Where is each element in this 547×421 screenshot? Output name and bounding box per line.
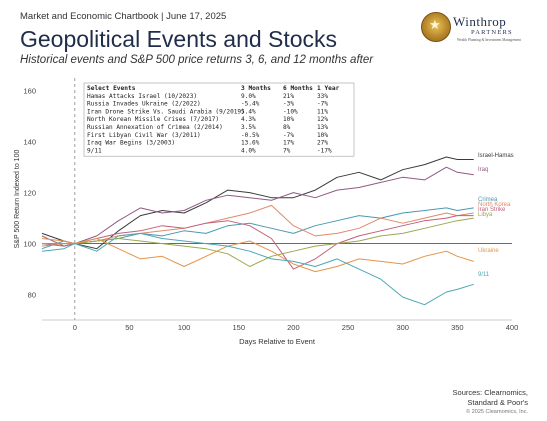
series-line-libya: [42, 217, 474, 267]
table-return-value: 13%: [317, 124, 328, 131]
chartbook-header: Market and Economic Chartbook | June 17,…: [20, 11, 227, 22]
page-subtitle: Historical events and S&P 500 price retu…: [20, 54, 374, 66]
logo-tagline: Wealth Planning & Investment Management: [457, 38, 521, 42]
table-header-cell: 3 Months: [241, 85, 271, 92]
series-line-iran-strike: [41, 215, 474, 270]
chart-grid: [42, 78, 512, 321]
table-event-name: 9/11: [87, 147, 102, 154]
table-event-name: North Korean Missile Crises (7/2017): [87, 116, 219, 123]
y-axis-label: S&P 500 Return Indexed to 100: [14, 150, 21, 249]
x-tick-label: 350: [451, 323, 464, 332]
series-line-north-korea: [41, 204, 474, 247]
x-tick-label: 250: [342, 323, 355, 332]
table-return-value: 33%: [317, 93, 328, 100]
events-table: Select Events 3 Months 6 Months 1 Year Hamas…: [83, 82, 355, 157]
logo-name: Winthrop: [453, 14, 507, 29]
chart-axes: 0 50 100 150 200 250 300 350 400 80 100 120 140 160 Da…: [14, 87, 518, 346]
table-header-cell: 6 Months: [283, 85, 313, 92]
table-return-value: 27%: [317, 140, 328, 147]
series-line-iraq: [41, 166, 474, 247]
y-tick-label: 160: [23, 87, 36, 96]
end-label-9-11: 9/11: [478, 272, 490, 278]
x-tick-label: 0: [73, 323, 77, 332]
table-return-value: 5.4%: [241, 108, 256, 115]
y-tick-label: 120: [23, 189, 36, 198]
copyright: © 2025 Clearnomics, Inc.: [466, 409, 528, 415]
table-event-name: Iran Drone Strike Vs. Saudi Arabia (9/20…: [87, 108, 245, 115]
table-return-value: 13.6%: [241, 140, 260, 147]
series-line-9-11: [41, 232, 474, 306]
end-label-ukraine: Ukraine: [478, 248, 499, 254]
table-header-cell: 1 Year: [317, 85, 340, 92]
end-label-israel-hamas: Israel-Hamas: [478, 153, 514, 159]
table-return-value: -10%: [283, 108, 298, 115]
winthrop-logo: Winthrop PARTNERS Wealth Planning & Inve…: [421, 12, 539, 44]
page-title: Geopolitical Events and Stocks: [20, 26, 338, 52]
table-return-value: 9.0%: [241, 93, 256, 100]
table-return-value: 4.3%: [241, 116, 256, 123]
x-tick-label: 300: [396, 323, 409, 332]
end-label-iran-strike: Iran Strike: [478, 207, 506, 213]
source-line-1: Sources: Clearnomics,: [452, 388, 528, 397]
logo-sub: PARTNERS: [471, 29, 513, 36]
table-event-name: Russian Annexation of Crimea (2/2014): [87, 124, 223, 131]
table-event-name: Hamas Attacks Israel (10/2023): [87, 93, 197, 100]
x-axis-label: Days Relative to Event: [239, 337, 316, 346]
table-return-value: -5.4%: [241, 101, 260, 108]
table-return-value: 17%: [283, 140, 294, 147]
x-tick-label: 150: [232, 323, 245, 332]
table-return-value: 8%: [283, 124, 291, 131]
table-return-value: -17%: [317, 147, 332, 154]
table-event-name: Iraq War Begins (3/2003): [87, 140, 175, 147]
chart-series: [41, 156, 474, 306]
y-tick-label: 100: [23, 240, 36, 249]
seal-icon: [421, 12, 451, 42]
table-frame: [83, 82, 355, 157]
table-return-value: -7%: [317, 101, 328, 108]
x-tick-label: 200: [287, 323, 300, 332]
end-label-crimea: Crimea: [478, 197, 498, 203]
table-return-value: 11%: [317, 108, 328, 115]
y-tick-label: 80: [28, 291, 36, 300]
table-return-value: 12%: [317, 116, 328, 123]
end-label-libya: Libya: [478, 212, 493, 218]
y-tick-label: 140: [23, 138, 36, 147]
table-return-value: -3%: [283, 101, 294, 108]
table-return-value: 7%: [283, 147, 291, 154]
table-return-value: 10%: [283, 116, 294, 123]
table-header-cell: Select Events: [87, 85, 136, 92]
table-event-name: First Libyan Civil War (3/2011): [87, 132, 201, 139]
table-return-value: 3.5%: [241, 124, 256, 131]
table-return-value: 10%: [317, 132, 328, 139]
table-return-value: 21%: [283, 93, 294, 100]
table-return-value: -7%: [283, 132, 294, 139]
series-line-israel-hamas: [41, 156, 474, 250]
table-return-value: 4.0%: [241, 147, 256, 154]
x-tick-label: 50: [125, 323, 133, 332]
x-tick-label: 100: [178, 323, 191, 332]
table-return-value: -0.5%: [241, 132, 260, 139]
x-tick-label: 400: [506, 323, 519, 332]
end-label-north-korea: North Korea: [478, 202, 511, 208]
table-event-name: Russia Invades Ukraine (2/2022): [87, 101, 201, 108]
source-line-2: Standard & Poor's: [467, 398, 528, 407]
end-label-iraq: Iraq: [478, 167, 488, 173]
